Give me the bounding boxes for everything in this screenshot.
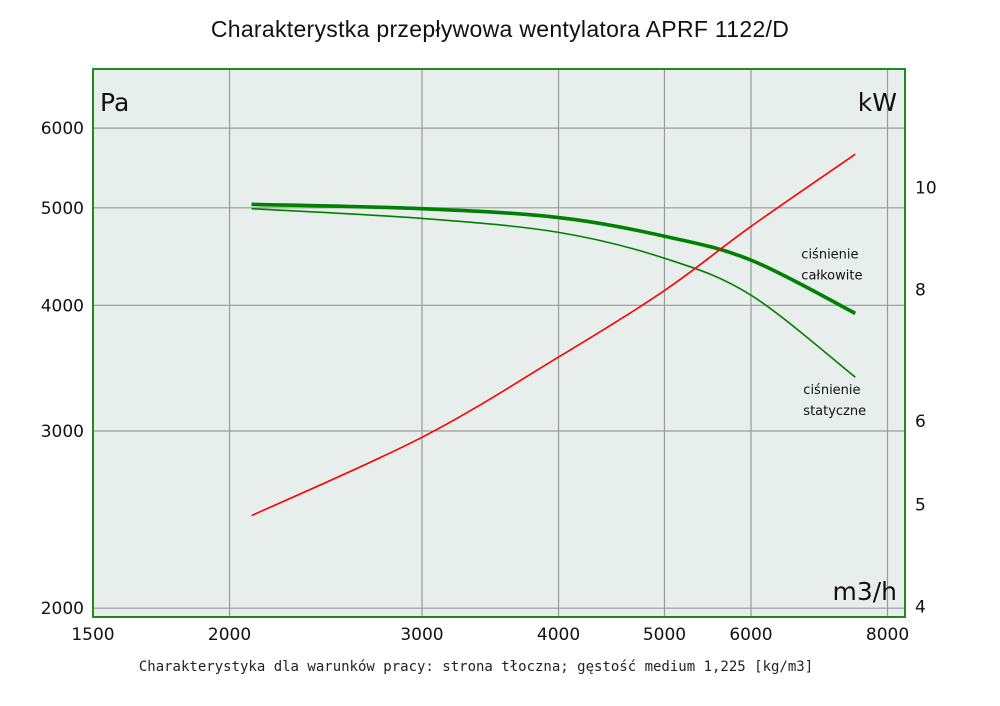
series-line-ciśnienie-statyczne [251, 207, 856, 378]
y2-tick-label: 10 [915, 178, 937, 198]
annotations: ciśnienie całkowite ciśnienie statyczne [801, 247, 866, 419]
series-annotation: ciśnienie [801, 247, 858, 262]
series-annotation: ciśnienie [803, 383, 860, 398]
series-line-moc [251, 153, 856, 517]
x-axis-unit-label: m3/h [832, 577, 897, 606]
chart-footnote: Charakterystyka dla warunków pracy: stro… [138, 659, 814, 675]
x-tick-label: 3000 [400, 625, 443, 645]
grid [93, 69, 905, 617]
x-tick-label: 6000 [729, 625, 772, 645]
y-tick-label: 4000 [41, 296, 84, 316]
y-axis-unit-label: Pa [100, 88, 129, 117]
y2-tick-label: 8 [915, 280, 926, 300]
y-tick-label: 5000 [41, 199, 84, 219]
series-annotation: całkowite [801, 268, 862, 283]
chart-title: Charakterystka przepływowa wentylatora A… [210, 16, 790, 42]
y2-tick-label: 4 [915, 598, 926, 618]
series-annotation: statyczne [803, 404, 866, 419]
plot-area [93, 69, 905, 617]
y2-tick-label: 6 [915, 412, 926, 432]
y-tick-label: 3000 [41, 422, 84, 442]
ticks: 1500 2000 3000 4000 5000 6000 8000 2000 3000 4000… [41, 119, 937, 645]
y-tick-label: 6000 [41, 119, 84, 139]
y2-axis-unit-label: kW [858, 88, 897, 117]
x-tick-label: 5000 [643, 625, 686, 645]
series-line-ciśnienie-całkowite [251, 202, 857, 315]
y2-tick-label: 5 [915, 495, 926, 515]
x-tick-label: 2000 [208, 625, 251, 645]
y-tick-label: 2000 [41, 599, 84, 619]
x-tick-label: 4000 [537, 625, 580, 645]
x-tick-label: 1500 [71, 625, 114, 645]
x-tick-label: 8000 [866, 625, 909, 645]
plot-frame [92, 68, 906, 618]
series-group [251, 153, 857, 517]
